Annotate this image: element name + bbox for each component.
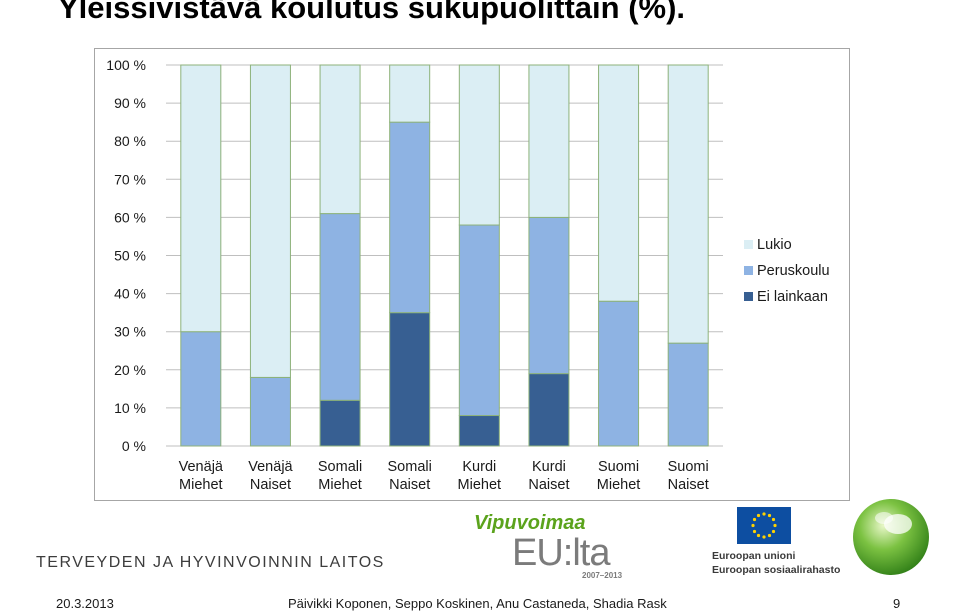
bar-segment <box>319 399 361 447</box>
x-category-label: Suomi <box>668 459 709 475</box>
bar-segment <box>249 64 291 378</box>
legend-swatch <box>744 292 753 301</box>
bar-segment <box>458 415 500 447</box>
bar-segment <box>180 331 222 447</box>
x-category-label: Naiset <box>389 477 430 493</box>
x-category-label: Miehet <box>179 477 223 493</box>
bar-segment <box>528 373 570 447</box>
y-tick-label: 70 % <box>114 171 146 187</box>
y-tick-label: 40 % <box>114 286 146 302</box>
y-tick-label: 90 % <box>114 95 146 111</box>
y-tick-label: 0 % <box>122 438 146 454</box>
y-tick-label: 10 % <box>114 400 146 416</box>
vipuvoimaa-logo: Vipuvoimaa EU:lta 2007–2013 <box>472 512 632 584</box>
green-orb-logo <box>853 499 929 575</box>
eu-logo: Euroopan unioni Euroopan sosiaalirahasto <box>668 505 840 589</box>
bar-segment <box>528 64 570 218</box>
vipuvoimaa-eu-text: EU:lta <box>512 532 610 574</box>
bar-segment <box>458 64 500 226</box>
bar-segment <box>528 216 570 375</box>
bar-segment <box>319 213 361 401</box>
x-category-label: Miehet <box>318 477 362 493</box>
x-category-label: Kurdi <box>532 459 566 475</box>
vipuvoimaa-years: 2007–2013 <box>582 571 623 580</box>
legend-swatch <box>744 266 753 275</box>
eu-flag-icon <box>737 507 791 544</box>
vipuvoimaa-title: Vipuvoimaa <box>474 512 586 534</box>
slide-title: Yleissivistävä koulutus sukupuolittain (… <box>58 0 686 25</box>
page-number: 9 <box>893 596 901 611</box>
legend-label: Ei lainkaan <box>757 289 828 305</box>
stacked-bar-chart: 0 % 10 % 20 % 30 % 40 % 50 % 60 % 70 % 80 % 90 % 1… <box>106 57 830 493</box>
x-category-label: Suomi <box>598 459 639 475</box>
x-category-label: Venäjä <box>248 459 293 475</box>
y-tick-label: 50 % <box>114 248 146 264</box>
bar-segment <box>598 64 640 302</box>
legend-label: Peruskoulu <box>757 263 830 279</box>
x-category-label: Kurdi <box>462 459 496 475</box>
bar-segment <box>667 64 709 344</box>
legend-swatch <box>744 240 753 249</box>
legend-label: Lukio <box>757 237 792 253</box>
x-category-label: Somali <box>318 459 362 475</box>
y-tick-label: 20 % <box>114 362 146 378</box>
bar-segment <box>667 342 709 447</box>
x-category-label: Naiset <box>668 477 709 493</box>
bar-segment <box>180 64 222 333</box>
bar-segment <box>389 121 431 314</box>
x-category-label: Miehet <box>458 477 502 493</box>
bar-segment <box>389 64 431 123</box>
x-category-label: Naiset <box>250 477 291 493</box>
bar-segment <box>598 300 640 447</box>
organization-name: TERVEYDEN JA HYVINVOINNIN LAITOS <box>36 554 385 571</box>
eu-line-1: Euroopan unioni <box>712 550 796 562</box>
bar-segment <box>389 312 431 447</box>
bar-segment <box>319 64 361 215</box>
bar-segment <box>249 376 291 447</box>
x-category-label: Venäjä <box>179 459 224 475</box>
x-category-label: Naiset <box>528 477 569 493</box>
y-tick-label: 60 % <box>114 209 146 225</box>
bar-segment <box>458 224 500 417</box>
footer-authors: Päivikki Koponen, Seppo Koskinen, Anu Ca… <box>288 596 667 611</box>
y-tick-label: 100 % <box>106 57 146 73</box>
footer-date: 20.3.2013 <box>56 596 114 611</box>
eu-line-2: Euroopan sosiaalirahasto <box>712 564 841 576</box>
x-category-label: Miehet <box>597 477 641 493</box>
x-category-label: Somali <box>388 459 432 475</box>
y-tick-label: 30 % <box>114 324 146 340</box>
y-tick-label: 80 % <box>114 133 146 149</box>
